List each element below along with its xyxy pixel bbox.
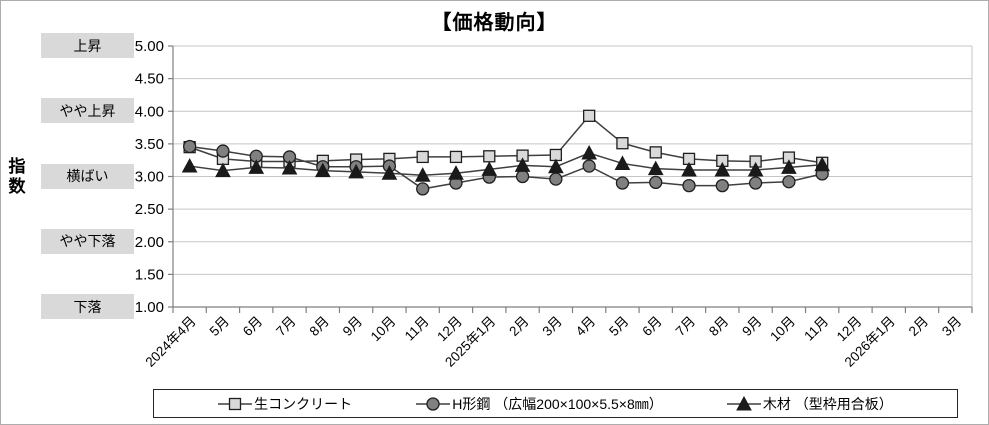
legend-item-1: H形鋼 （広幅200×100×5.5×8㎜） [416,394,663,414]
level-label-4: 下落 [41,294,134,319]
triangle-marker [481,161,498,176]
circle-marker [782,175,796,189]
circle-marker [715,178,729,193]
x-tick-label: 11月 [402,314,432,344]
legend-item-2: 木材 （型枠用合板） [726,394,893,414]
triangle-marker [814,156,831,172]
y-tick-label: 2.00 [135,234,164,251]
triangle-marker [714,161,731,177]
square-marker [416,150,429,164]
circle-marker [549,172,563,186]
triangle-marker [448,165,464,180]
legend-item-0: 生コンクリート [218,394,352,414]
triangle-marker [414,167,431,182]
circle-marker [582,159,596,173]
circle-marker [649,175,663,190]
triangle-marker [614,155,631,170]
triangle-marker [281,159,298,175]
legend-label: 生コンクリート [254,395,353,412]
square-legend-icon [218,396,253,412]
x-tick-label: 10月 [767,314,798,345]
y-axis-label-char: 数 [8,176,26,196]
triangle-marker [681,161,697,177]
y-tick-label: 2.50 [135,201,164,218]
x-tick-label: 8月 [306,314,331,339]
axes [168,45,973,313]
square-marker [483,150,496,163]
circle-marker [615,176,630,190]
x-tick-label: 10月 [368,314,399,345]
x-tick-label: 7月 [273,314,298,339]
square-marker [616,137,629,150]
y-axis-label-char: 指 [8,157,26,176]
x-tick-label: 5月 [606,314,631,339]
triangle-legend-icon [726,395,761,412]
x-tick-label: 6月 [639,314,664,339]
x-tick-label: 2024年4月 [143,314,199,370]
x-tick-label: 9月 [340,314,365,339]
x-tick-label: 2月 [506,314,531,339]
square-marker [582,109,596,122]
x-tick-label: 8月 [706,314,731,339]
circle-marker [216,144,230,158]
triangle-marker [314,162,331,178]
circle-marker [182,139,197,154]
x-tick-label: 9月 [739,314,764,339]
x-tick-label: 3月 [540,314,565,339]
level-label-1: やや上昇 [41,98,134,124]
y-tick-label: 3.00 [135,169,164,186]
series-triangle [181,144,831,182]
circle-marker [416,182,430,196]
circle-legend-icon [416,396,451,412]
triangle-marker [248,159,265,174]
triangle-marker [647,160,664,176]
y-tick-label: 5.00 [135,38,164,55]
y-tick-labels: 5.00 4.50 4.00 3.50 3.00 2.50 2.00 1.50 1.00 [135,38,164,316]
triangle-marker [781,159,797,174]
y-axis-label: 指数 [6,157,28,196]
legend-label: 木材 （型枠用合板） [762,395,893,412]
level-label-2: 横ばい [41,163,134,189]
triangle-marker [548,158,564,174]
triangle-marker [581,144,597,160]
x-tick-label: 4月 [573,314,598,339]
gridlines [173,45,973,307]
square-marker [649,146,662,159]
triangle-marker [747,161,764,177]
level-label-3: やや下落 [41,228,134,254]
y-tick-label: 3.50 [135,136,164,153]
circle-marker [748,176,763,190]
y-tick-label: 4.50 [135,71,164,88]
triangle-marker [215,162,231,178]
y-tick-label: 1.50 [135,266,164,283]
chart-title: 【価格動向】 [431,12,558,34]
x-tick-label: 7月 [673,314,698,339]
x-tick-label: 11月 [801,314,831,344]
x-tick-label: 5月 [207,314,232,339]
circle-marker [515,169,530,184]
x-tick-label: 3月 [939,314,964,339]
circle-marker [682,178,696,193]
triangle-marker [381,165,398,180]
square-marker [449,150,463,164]
triangle-marker [348,163,364,179]
series-square [183,109,829,169]
level-label-0: 上昇 [41,33,134,58]
legend-label: H形鋼 （広幅200×100×5.5×8㎜） [452,395,663,412]
x-tick-label: 6月 [240,314,265,339]
x-tick-label: 2月 [906,314,931,339]
triangle-marker [181,158,198,173]
y-tick-label: 1.00 [135,299,164,316]
y-tick-label: 4.00 [135,103,164,120]
triangle-marker [514,157,531,172]
chart-legend: 生コンクリート H形鋼 （広幅200×100×5.5×8㎜） 木材 （型枠用合板） [153,389,958,418]
